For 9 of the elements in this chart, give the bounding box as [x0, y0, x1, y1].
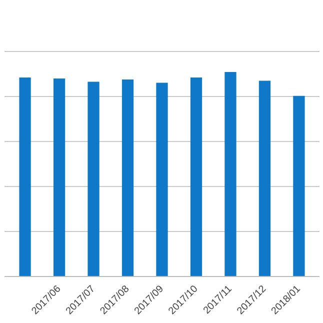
bar	[293, 96, 305, 276]
bar	[190, 77, 202, 276]
bar	[224, 72, 236, 276]
bar	[156, 82, 168, 276]
bar	[258, 80, 271, 276]
bar	[122, 80, 134, 276]
bar	[88, 82, 100, 276]
bar	[53, 78, 66, 276]
bar	[19, 77, 31, 276]
